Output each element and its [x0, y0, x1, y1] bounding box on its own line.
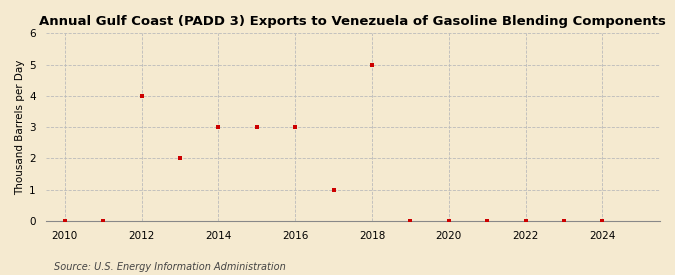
Point — [98, 219, 109, 223]
Point — [59, 219, 70, 223]
Point — [405, 219, 416, 223]
Point — [136, 94, 147, 98]
Title: Annual Gulf Coast (PADD 3) Exports to Venezuela of Gasoline Blending Components: Annual Gulf Coast (PADD 3) Exports to Ve… — [39, 15, 666, 28]
Point — [443, 219, 454, 223]
Point — [290, 125, 300, 129]
Text: Source: U.S. Energy Information Administration: Source: U.S. Energy Information Administ… — [54, 262, 286, 272]
Point — [520, 219, 531, 223]
Point — [213, 125, 223, 129]
Point — [597, 219, 608, 223]
Point — [251, 125, 262, 129]
Point — [559, 219, 570, 223]
Y-axis label: Thousand Barrels per Day: Thousand Barrels per Day — [15, 59, 25, 195]
Point — [328, 188, 339, 192]
Point — [175, 156, 186, 161]
Point — [482, 219, 493, 223]
Point — [367, 62, 377, 67]
